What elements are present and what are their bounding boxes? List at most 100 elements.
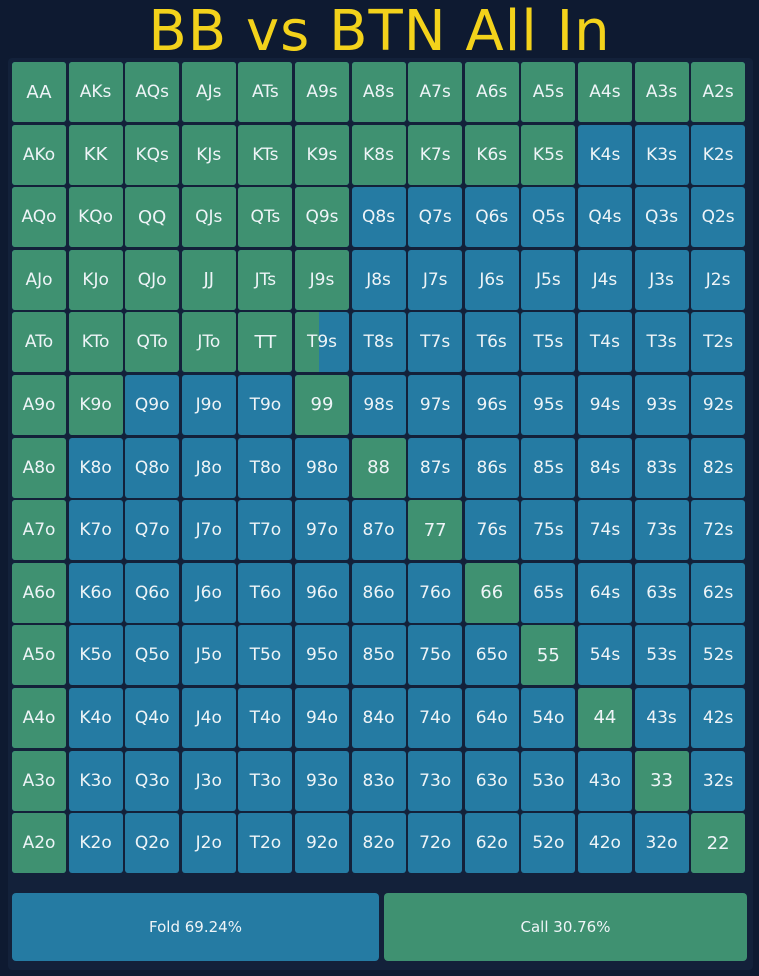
hand-cell-q2s[interactable]: Q2s [691,187,746,248]
hand-cell-k8o[interactable]: K8o [68,437,123,498]
hand-cell-86s[interactable]: 86s [464,437,519,498]
hand-cell-k6o[interactable]: K6o [68,562,123,623]
hand-cell-qjs[interactable]: QJs [181,187,236,248]
hand-cell-42s[interactable]: 42s [691,687,746,748]
hand-cell-q5o[interactable]: Q5o [125,625,180,686]
hand-cell-a8s[interactable]: A8s [351,62,406,122]
hand-cell-qto[interactable]: QTo [125,312,180,373]
hand-cell-t6o[interactable]: T6o [238,562,293,623]
hand-cell-t4o[interactable]: T4o [238,687,293,748]
hand-cell-j2o[interactable]: J2o [181,813,236,874]
hand-cell-q3s[interactable]: Q3s [634,187,689,248]
hand-cell-q9s[interactable]: Q9s [294,187,349,248]
hand-cell-t7s[interactable]: T7s [408,312,463,373]
hand-cell-qjo[interactable]: QJo [125,249,180,310]
hand-cell-j3o[interactable]: J3o [181,750,236,811]
hand-cell-kjs[interactable]: KJs [181,124,236,185]
hand-cell-q9o[interactable]: Q9o [125,374,180,435]
hand-cell-87s[interactable]: 87s [408,437,463,498]
hand-cell-62o[interactable]: 62o [464,813,519,874]
hand-cell-j2s[interactable]: J2s [691,249,746,310]
hand-cell-93s[interactable]: 93s [634,374,689,435]
hand-cell-92o[interactable]: 92o [294,813,349,874]
hand-cell-86o[interactable]: 86o [351,562,406,623]
hand-cell-j5o[interactable]: J5o [181,625,236,686]
hand-cell-k8s[interactable]: K8s [351,124,406,185]
hand-cell-72o[interactable]: 72o [408,813,463,874]
hand-cell-k2s[interactable]: K2s [691,124,746,185]
hand-cell-a7o[interactable]: A7o [12,500,66,561]
hand-cell-q8s[interactable]: Q8s [351,187,406,248]
hand-cell-k5s[interactable]: K5s [521,124,576,185]
hand-cell-a4s[interactable]: A4s [577,62,632,122]
hand-cell-32s[interactable]: 32s [691,750,746,811]
hand-cell-84s[interactable]: 84s [577,437,632,498]
hand-cell-98o[interactable]: 98o [294,437,349,498]
hand-cell-54o[interactable]: 54o [521,687,576,748]
hand-cell-q4s[interactable]: Q4s [577,187,632,248]
hand-cell-aks[interactable]: AKs [68,62,123,122]
hand-cell-j8s[interactable]: J8s [351,249,406,310]
hand-cell-jj[interactable]: JJ [181,249,236,310]
hand-cell-a2o[interactable]: A2o [12,813,66,874]
hand-cell-93o[interactable]: 93o [294,750,349,811]
hand-cell-32o[interactable]: 32o [634,813,689,874]
hand-cell-75o[interactable]: 75o [408,625,463,686]
hand-cell-63s[interactable]: 63s [634,562,689,623]
hand-cell-kqs[interactable]: KQs [125,124,180,185]
hand-cell-kto[interactable]: KTo [68,312,123,373]
hand-cell-q7o[interactable]: Q7o [125,500,180,561]
hand-cell-t7o[interactable]: T7o [238,500,293,561]
hand-cell-a6o[interactable]: A6o [12,562,66,623]
hand-cell-76s[interactable]: 76s [464,500,519,561]
hand-cell-j5s[interactable]: J5s [521,249,576,310]
hand-cell-t3s[interactable]: T3s [634,312,689,373]
hand-cell-k2o[interactable]: K2o [68,813,123,874]
hand-cell-j6o[interactable]: J6o [181,562,236,623]
hand-cell-64s[interactable]: 64s [577,562,632,623]
hand-cell-99[interactable]: 99 [294,374,349,435]
hand-cell-a5s[interactable]: A5s [521,62,576,122]
hand-cell-t6s[interactable]: T6s [464,312,519,373]
hand-cell-ato[interactable]: ATo [12,312,66,373]
hand-cell-k7o[interactable]: K7o [68,500,123,561]
hand-cell-a3s[interactable]: A3s [634,62,689,122]
hand-cell-kk[interactable]: KK [68,124,123,185]
hand-cell-a9o[interactable]: A9o [12,374,66,435]
hand-cell-84o[interactable]: 84o [351,687,406,748]
hand-cell-qts[interactable]: QTs [238,187,293,248]
hand-cell-t8s[interactable]: T8s [351,312,406,373]
hand-cell-j7s[interactable]: J7s [408,249,463,310]
hand-cell-a6s[interactable]: A6s [464,62,519,122]
hand-cell-76o[interactable]: 76o [408,562,463,623]
hand-cell-t9o[interactable]: T9o [238,374,293,435]
hand-cell-ako[interactable]: AKo [12,124,66,185]
hand-cell-j4o[interactable]: J4o [181,687,236,748]
hand-cell-44[interactable]: 44 [577,687,632,748]
hand-cell-77[interactable]: 77 [408,500,463,561]
hand-cell-a8o[interactable]: A8o [12,437,66,498]
hand-cell-65o[interactable]: 65o [464,625,519,686]
hand-cell-a4o[interactable]: A4o [12,687,66,748]
hand-cell-k9o[interactable]: K9o [68,374,123,435]
hand-cell-aqo[interactable]: AQo [12,187,66,248]
hand-cell-kts[interactable]: KTs [238,124,293,185]
hand-cell-a5o[interactable]: A5o [12,625,66,686]
hand-cell-85o[interactable]: 85o [351,625,406,686]
hand-cell-52o[interactable]: 52o [521,813,576,874]
hand-cell-75s[interactable]: 75s [521,500,576,561]
hand-cell-q6o[interactable]: Q6o [125,562,180,623]
hand-cell-a3o[interactable]: A3o [12,750,66,811]
hand-cell-jto[interactable]: JTo [181,312,236,373]
hand-cell-t5s[interactable]: T5s [521,312,576,373]
hand-cell-k4o[interactable]: K4o [68,687,123,748]
hand-cell-96o[interactable]: 96o [294,562,349,623]
hand-cell-a2s[interactable]: A2s [691,62,746,122]
hand-cell-63o[interactable]: 63o [464,750,519,811]
hand-cell-97o[interactable]: 97o [294,500,349,561]
hand-cell-t9s[interactable]: T9s [294,312,349,373]
hand-cell-q6s[interactable]: Q6s [464,187,519,248]
hand-cell-82s[interactable]: 82s [691,437,746,498]
hand-cell-ajo[interactable]: AJo [12,249,66,310]
hand-cell-j8o[interactable]: J8o [181,437,236,498]
